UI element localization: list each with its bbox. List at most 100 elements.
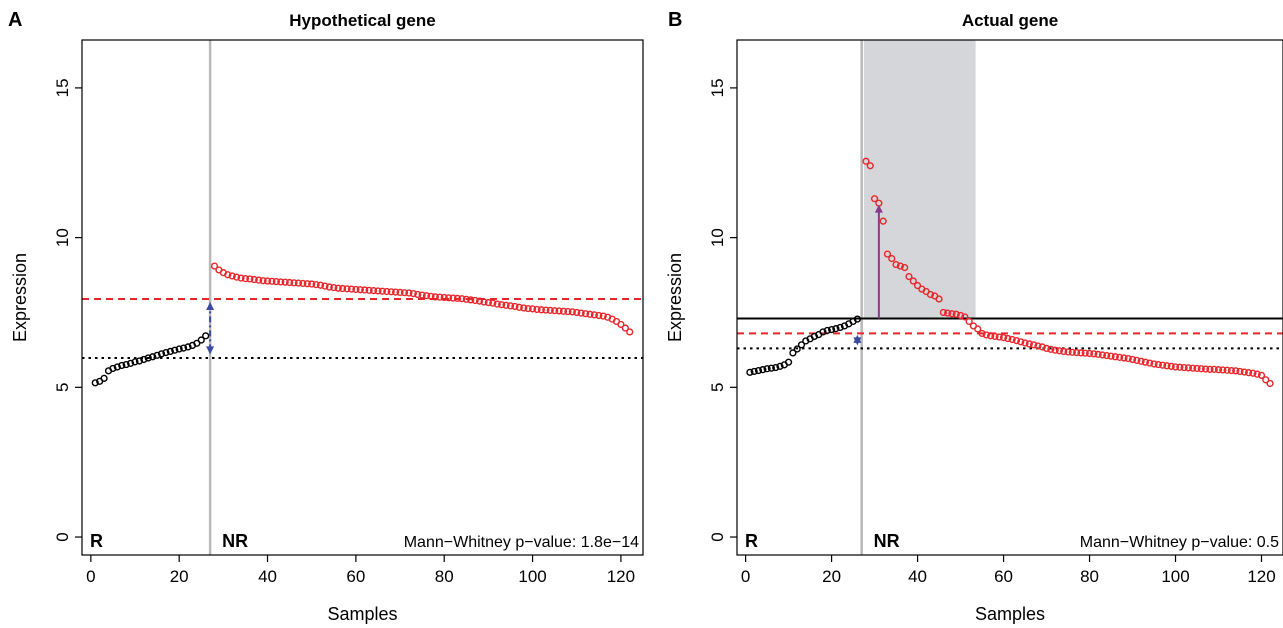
data-point-nr bbox=[1064, 348, 1072, 356]
data-point-nr bbox=[502, 301, 510, 309]
data-point-nr bbox=[1133, 356, 1141, 364]
chart-title: Hypothetical gene bbox=[289, 11, 435, 30]
data-point-nr bbox=[462, 295, 470, 303]
data-point-nr bbox=[537, 306, 546, 314]
data-point-nr bbox=[515, 303, 523, 311]
x-tick-label: 0 bbox=[741, 567, 750, 586]
y-tick-label: 15 bbox=[708, 78, 727, 97]
data-point-r bbox=[750, 367, 758, 376]
data-point-nr bbox=[1107, 352, 1115, 360]
data-point-nr bbox=[866, 162, 874, 170]
data-point-r bbox=[193, 339, 201, 347]
data-point-r bbox=[789, 349, 797, 357]
data-point-nr bbox=[290, 279, 298, 287]
x-axis-label: Samples bbox=[975, 604, 1045, 624]
group-label-nr: NR bbox=[874, 531, 900, 551]
data-point-nr bbox=[987, 332, 995, 340]
data-point-r bbox=[823, 326, 831, 335]
data-point-r bbox=[109, 364, 117, 373]
data-point-nr bbox=[325, 283, 333, 291]
panel-letter: B bbox=[668, 9, 682, 31]
data-point-nr bbox=[228, 272, 236, 280]
data-point-r bbox=[827, 325, 836, 334]
x-tick-label: 120 bbox=[1247, 567, 1275, 586]
data-point-nr bbox=[555, 307, 563, 315]
data-point-nr bbox=[1146, 359, 1154, 367]
data-point-nr bbox=[568, 308, 576, 316]
data-point-nr bbox=[1219, 366, 1227, 374]
data-point-r bbox=[832, 325, 840, 333]
y-tick-label: 5 bbox=[708, 383, 727, 392]
data-point-nr bbox=[361, 286, 369, 294]
data-point-nr bbox=[533, 305, 541, 314]
data-point-nr bbox=[1103, 351, 1111, 360]
data-point-nr bbox=[1253, 370, 1261, 378]
data-point-nr bbox=[896, 262, 904, 270]
y-axis-label: Expression bbox=[10, 253, 30, 342]
data-point-nr bbox=[1167, 362, 1175, 370]
data-point-r bbox=[793, 345, 801, 353]
data-point-nr bbox=[422, 292, 431, 300]
plot-frame bbox=[736, 39, 1283, 556]
data-point-nr bbox=[1042, 344, 1051, 353]
x-tick-label: 100 bbox=[518, 567, 546, 586]
data-point-r bbox=[853, 315, 861, 323]
data-point-nr bbox=[961, 313, 969, 321]
y-tick-label: 0 bbox=[53, 532, 72, 541]
data-point-r bbox=[144, 354, 152, 362]
data-point-r bbox=[149, 353, 157, 361]
panel-a: 0 20 40 60 80 100 120 0 5 10 15 Samples Expression Hy… bbox=[8, 9, 644, 624]
data-point-nr bbox=[581, 310, 590, 318]
data-point-nr bbox=[1163, 362, 1171, 370]
data-point-nr bbox=[883, 250, 892, 258]
x-tick-label: 120 bbox=[607, 567, 635, 586]
data-point-nr bbox=[888, 254, 896, 263]
data-point-nr bbox=[1073, 348, 1081, 357]
data-point-r bbox=[759, 366, 767, 374]
p-value-annotation: Mann−Whitney p−value: 0.5 bbox=[1080, 534, 1279, 551]
data-point-nr bbox=[621, 324, 629, 332]
data-point-nr bbox=[1180, 363, 1188, 372]
p-value-annotation: Mann−Whitney p−value: 1.8e−14 bbox=[404, 534, 639, 551]
data-point-nr bbox=[1128, 355, 1137, 364]
data-point-nr bbox=[926, 290, 935, 299]
data-point-nr bbox=[1120, 354, 1128, 362]
x-tick-label: 40 bbox=[908, 567, 927, 586]
data-point-nr bbox=[999, 334, 1008, 342]
data-point-nr bbox=[458, 295, 466, 303]
data-point-nr bbox=[1055, 347, 1064, 355]
x-tick-label: 80 bbox=[435, 567, 454, 586]
data-point-nr bbox=[480, 298, 488, 306]
data-point-nr bbox=[965, 317, 973, 326]
data-point-r bbox=[122, 360, 130, 369]
data-point-nr bbox=[1176, 363, 1184, 371]
y-tick-label: 10 bbox=[708, 228, 727, 247]
data-point-nr bbox=[449, 294, 457, 302]
data-point-nr bbox=[1111, 353, 1119, 361]
data-point-nr bbox=[400, 289, 409, 297]
data-point-nr bbox=[356, 286, 364, 294]
data-point-nr bbox=[237, 274, 245, 282]
data-point-nr bbox=[281, 278, 289, 286]
data-point-nr bbox=[489, 299, 497, 307]
data-point-nr bbox=[250, 275, 258, 284]
data-point-nr bbox=[383, 287, 391, 296]
data-point-nr bbox=[590, 311, 599, 319]
data-point-nr bbox=[542, 306, 550, 314]
data-point-nr bbox=[909, 277, 917, 285]
data-point-nr bbox=[1098, 351, 1107, 359]
data-point-nr bbox=[409, 290, 417, 298]
data-point-nr bbox=[321, 282, 329, 290]
data-point-r bbox=[140, 355, 148, 364]
data-point-r bbox=[184, 343, 192, 351]
data-point-nr bbox=[484, 298, 492, 307]
x-axis-label: Samples bbox=[327, 604, 397, 624]
data-point-nr bbox=[595, 311, 603, 320]
data-point-nr bbox=[1202, 365, 1210, 373]
data-point-nr bbox=[233, 273, 241, 281]
data-point-nr bbox=[299, 279, 307, 288]
data-point-nr bbox=[1094, 350, 1102, 358]
data-point-nr bbox=[1206, 365, 1214, 373]
data-point-nr bbox=[1060, 347, 1068, 355]
